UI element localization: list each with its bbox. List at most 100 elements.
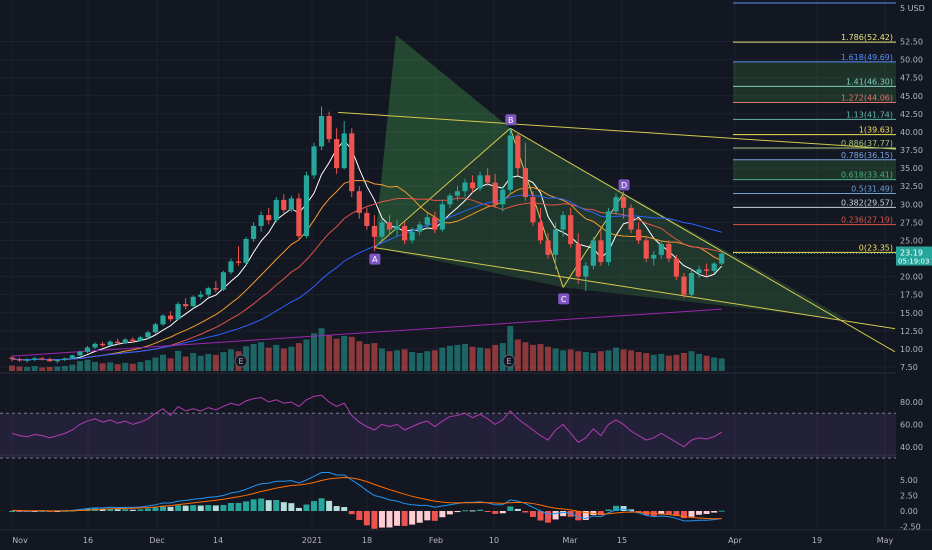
volume-bars	[9, 326, 725, 371]
time-tick-label: May	[877, 536, 894, 545]
price-tick-label: 30.00	[900, 200, 923, 209]
time-tick-label: Apr	[728, 536, 743, 545]
volume-bar	[220, 352, 227, 371]
earnings-marker-label: E	[506, 357, 511, 366]
volume-bar	[295, 343, 302, 371]
candle-body	[658, 244, 664, 255]
time-tick-label: 18	[362, 536, 372, 545]
volume-bar	[84, 359, 91, 371]
candle-body	[507, 135, 513, 190]
macd-histogram-bar	[160, 505, 166, 511]
macd-histogram-bar	[462, 510, 468, 512]
rsi-pane[interactable]	[0, 394, 896, 459]
fib-level-label: 1(39.63)	[859, 126, 893, 135]
volume-bar	[303, 339, 310, 371]
candle-body	[288, 198, 294, 211]
candle-body	[349, 133, 355, 192]
macd-histogram-bar	[326, 500, 333, 511]
candle-body	[334, 139, 340, 169]
candle-body	[598, 240, 604, 263]
volume-bar	[446, 345, 453, 371]
candle-body	[515, 135, 521, 169]
volume-bar	[69, 364, 76, 371]
macd-histogram-bar	[522, 511, 529, 513]
candle-body	[673, 258, 679, 277]
volume-bar	[665, 355, 672, 371]
time-axis[interactable]: Nov 16 Dec 14 2021 18 Feb 10 Mar 15 Apr 19 May	[0, 529, 932, 545]
candle-body	[553, 229, 559, 255]
macd-histogram-bar	[507, 506, 514, 511]
volume-bar	[122, 362, 129, 371]
candle-body	[651, 254, 657, 259]
rsi-tick-label: 40.00	[900, 443, 923, 452]
volume-bar	[431, 350, 438, 371]
time-tick-label: 14	[213, 536, 223, 545]
volume-bar	[333, 338, 340, 371]
candle-body	[643, 240, 649, 259]
price-axis[interactable]: 5 USD 52.50 50.00 47.50 45.00 42.50 40.00 37.50…	[733, 0, 932, 550]
volume-bar	[416, 353, 423, 371]
volume-bar	[182, 356, 189, 371]
candle-body	[711, 263, 717, 271]
macd-histogram-bar	[122, 509, 129, 511]
time-tick-label: 2021	[302, 536, 322, 545]
candle-body	[145, 332, 151, 338]
macd-histogram-bar	[152, 507, 159, 511]
candle-body	[590, 240, 596, 266]
upper-trendline	[337, 111, 932, 152]
candle-body	[122, 339, 128, 344]
candle-body	[84, 347, 91, 352]
rsi-tick-label: 60.00	[900, 420, 923, 429]
volume-bar	[137, 362, 144, 371]
candle-body	[235, 261, 242, 263]
macd-histogram-bar	[386, 511, 393, 528]
volume-bar	[190, 353, 197, 371]
pattern-point-label: B	[508, 116, 514, 125]
ma-blue-line	[11, 194, 722, 361]
candle-body	[379, 222, 385, 237]
candle-body	[39, 358, 45, 360]
price-tick-label: 37.50	[900, 146, 923, 155]
time-tick-label: Feb	[429, 536, 443, 545]
volume-bar	[31, 366, 38, 371]
volume-bar	[326, 335, 333, 371]
candle-body	[32, 358, 38, 360]
price-tick-label: 35.00	[900, 164, 923, 173]
macd-histogram-bar	[295, 507, 302, 511]
macd-histogram-bar	[620, 506, 627, 511]
candle-body	[69, 355, 75, 359]
candle-body	[402, 225, 408, 241]
earnings-marker	[234, 354, 248, 368]
fib-level-label: 0.5(31.49)	[851, 184, 893, 193]
macd-histogram-bar	[477, 509, 484, 511]
candle-body	[575, 244, 581, 277]
macd-histogram-bar	[288, 503, 295, 511]
volume-bar	[439, 347, 446, 371]
volume-bar	[409, 352, 416, 371]
volume-bar	[394, 350, 401, 371]
candle-body	[666, 244, 672, 259]
macd-tick-label: -2.50	[900, 523, 921, 532]
candle-body	[613, 197, 619, 212]
price-tick-label: 42.50	[900, 110, 923, 119]
candle-body	[568, 215, 574, 245]
volume-bar	[311, 333, 317, 371]
time-tick-label: 10	[489, 536, 499, 545]
macd-histogram-bar	[605, 509, 612, 511]
candle-body	[704, 269, 710, 271]
macd-histogram-bar	[144, 508, 151, 511]
volume-bar	[703, 355, 710, 371]
candlesticks[interactable]	[9, 106, 725, 364]
volume-bar	[560, 350, 567, 371]
macd-histogram-bar	[250, 499, 257, 511]
candle-body	[530, 197, 536, 223]
macd-line	[11, 472, 722, 522]
macd-pane[interactable]	[9, 472, 725, 529]
candle-body	[213, 288, 219, 290]
price-axis-background	[896, 0, 932, 550]
macd-histogram-bar	[220, 504, 227, 511]
candle-body	[205, 288, 211, 295]
fibonacci-levels: 1.786(52.42) 1.618(49.69) 1.41(46.30) 1.272…	[733, 2, 896, 253]
time-tick-label: Nov	[12, 536, 28, 545]
